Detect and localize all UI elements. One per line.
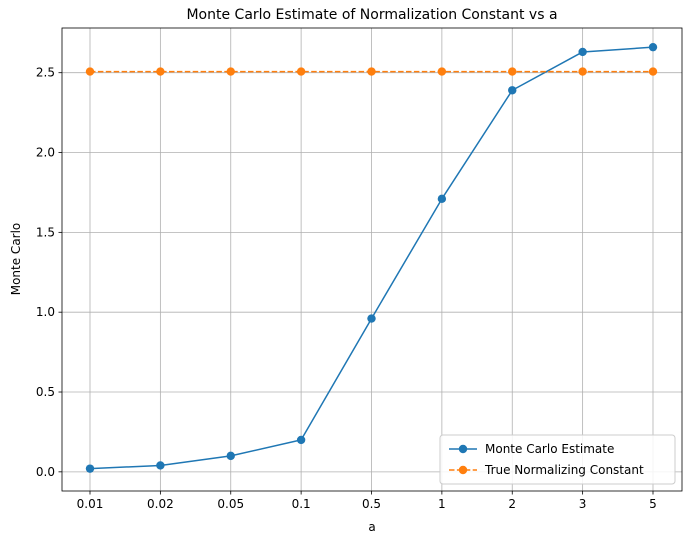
y-axis-label: Monte Carlo bbox=[9, 223, 23, 296]
legend: Monte Carlo Estimate True Normalizing Co… bbox=[439, 434, 676, 485]
legend-box bbox=[439, 434, 676, 485]
x-tick-label: 1 bbox=[438, 497, 446, 511]
x-tick-label: 0.1 bbox=[292, 497, 311, 511]
data-point-monte-carlo-estimate bbox=[367, 314, 376, 323]
grid bbox=[62, 28, 682, 491]
series-layer bbox=[85, 42, 658, 473]
data-point-monte-carlo-estimate bbox=[578, 47, 587, 57]
data-point-true-normalizing-constant bbox=[85, 67, 95, 76]
data-point-true-normalizing-constant bbox=[296, 67, 306, 76]
x-tick-label: 2 bbox=[508, 497, 516, 511]
data-point-monte-carlo-estimate bbox=[226, 451, 235, 461]
x-tick-label: 3 bbox=[579, 497, 587, 511]
x-tick-label: 5 bbox=[649, 497, 657, 511]
data-point-monte-carlo-estimate bbox=[296, 435, 306, 445]
data-point-monte-carlo-estimate bbox=[437, 194, 447, 204]
data-point-monte-carlo-estimate bbox=[85, 464, 95, 473]
x-tick-label: 0.01 bbox=[77, 497, 104, 511]
data-point-true-normalizing-constant bbox=[648, 67, 658, 76]
data-point-monte-carlo-estimate bbox=[648, 42, 658, 52]
y-tick-label: 1.5 bbox=[36, 225, 55, 239]
x-tick-label: 0.5 bbox=[362, 497, 381, 511]
legend-label-monte-carlo: Monte Carlo Estimate bbox=[485, 442, 614, 456]
y-tick-label: 0.5 bbox=[36, 385, 55, 399]
x-axis-label: a bbox=[368, 520, 375, 534]
y-tick-label: 0.0 bbox=[36, 465, 55, 479]
data-point-monte-carlo-estimate bbox=[156, 461, 165, 470]
y-tick-label: 1.0 bbox=[36, 305, 55, 319]
data-point-true-normalizing-constant bbox=[578, 67, 587, 76]
legend-label-true-constant: True Normalizing Constant bbox=[484, 463, 644, 477]
data-point-true-normalizing-constant bbox=[226, 67, 235, 76]
data-point-true-normalizing-constant bbox=[437, 67, 447, 76]
legend-marker-true-constant bbox=[458, 465, 468, 475]
legend-marker-monte-carlo bbox=[458, 444, 468, 454]
plot-area bbox=[62, 28, 682, 491]
data-point-true-normalizing-constant bbox=[156, 67, 165, 76]
x-tick-label: 0.02 bbox=[147, 497, 174, 511]
plot-frame bbox=[61, 27, 683, 492]
data-point-true-normalizing-constant bbox=[508, 67, 517, 76]
x-tick-label: 0.05 bbox=[217, 497, 244, 511]
y-tick-label: 2.0 bbox=[36, 146, 55, 160]
data-point-monte-carlo-estimate bbox=[508, 86, 517, 95]
chart-title: Monte Carlo Estimate of Normalization Co… bbox=[186, 7, 557, 23]
y-tick-label: 2.5 bbox=[36, 66, 55, 80]
ticks: 0.01 0.02 0.05 0.1 0.5 1 2 3 5 0.0 0.5 1.0 1.5 2.0 2.5 bbox=[36, 66, 657, 511]
data-point-true-normalizing-constant bbox=[367, 67, 376, 76]
